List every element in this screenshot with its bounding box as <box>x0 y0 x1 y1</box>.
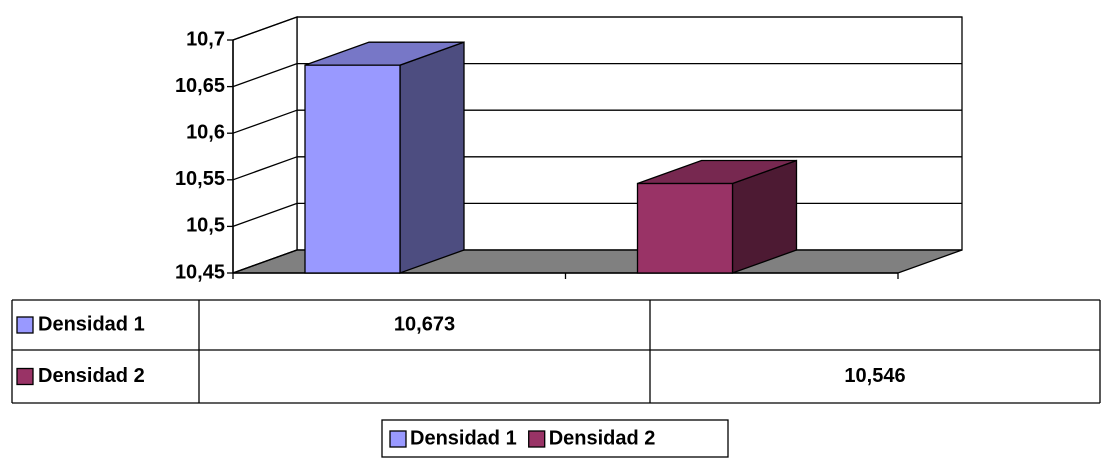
legend-label: Densidad 1 <box>410 427 517 449</box>
legend-key <box>528 430 546 448</box>
bar <box>636 182 734 274</box>
y-tick-label: 10,5 <box>186 215 225 237</box>
grid-line-side <box>232 249 298 274</box>
legend-box <box>381 419 729 458</box>
bar-side <box>399 41 465 274</box>
y-tick-label: 10,6 <box>186 121 225 143</box>
grid-line-side <box>232 62 298 88</box>
y-tick-label: 10,55 <box>175 168 225 190</box>
table-row-label: Densidad 2 <box>38 365 145 387</box>
grid-line-side <box>232 156 298 181</box>
side-wall <box>232 16 298 274</box>
grid-line-side <box>232 16 298 41</box>
table-cell: 10,546 <box>844 365 905 387</box>
table-cell: 10,673 <box>394 313 455 335</box>
table-row-label: Densidad 1 <box>38 313 145 335</box>
y-tick-label: 10,45 <box>175 261 225 283</box>
legend-label: Densidad 2 <box>549 427 656 449</box>
legend-key <box>389 430 407 448</box>
table-legend-key <box>16 367 34 386</box>
table-legend-key <box>16 316 34 334</box>
grid-line-side <box>232 109 298 134</box>
bar <box>304 64 401 274</box>
y-tick-label: 10,65 <box>175 75 225 97</box>
y-tick-label: 10,7 <box>186 28 225 50</box>
grid-line-side <box>232 202 298 228</box>
